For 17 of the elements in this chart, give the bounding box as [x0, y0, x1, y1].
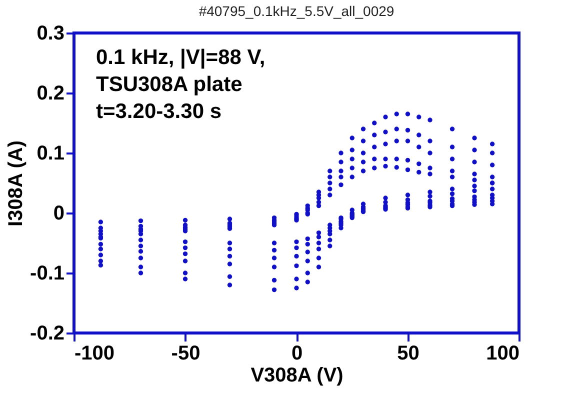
y-tick-label: 0.1	[36, 142, 64, 164]
x-tick-label: -100	[74, 342, 115, 364]
y-tick-label: -0.2	[30, 322, 64, 344]
y-tick-label: 0.3	[36, 22, 64, 44]
x-tick-label: -50	[171, 342, 200, 364]
y-tick-label: 0	[53, 202, 64, 224]
x-tick-label: 0	[291, 342, 303, 364]
x-axis-title: V308A (V)	[250, 364, 344, 386]
x-tick-label: 50	[397, 342, 420, 364]
chart-title: #40795_0.1kHz_5.5V_all_0029	[198, 3, 394, 19]
y-tick-label: -0.1	[30, 262, 64, 284]
annotation: 0.1 kHz, |V|=88 V,	[96, 46, 266, 69]
annotation: TSU308A plate	[96, 73, 242, 96]
annotation: t=3.20-3.30 s	[96, 100, 222, 123]
y-axis-title: I308A (A)	[5, 140, 28, 226]
x-tick-label: 100	[486, 342, 520, 364]
y-tick-label: 0.2	[36, 82, 64, 104]
